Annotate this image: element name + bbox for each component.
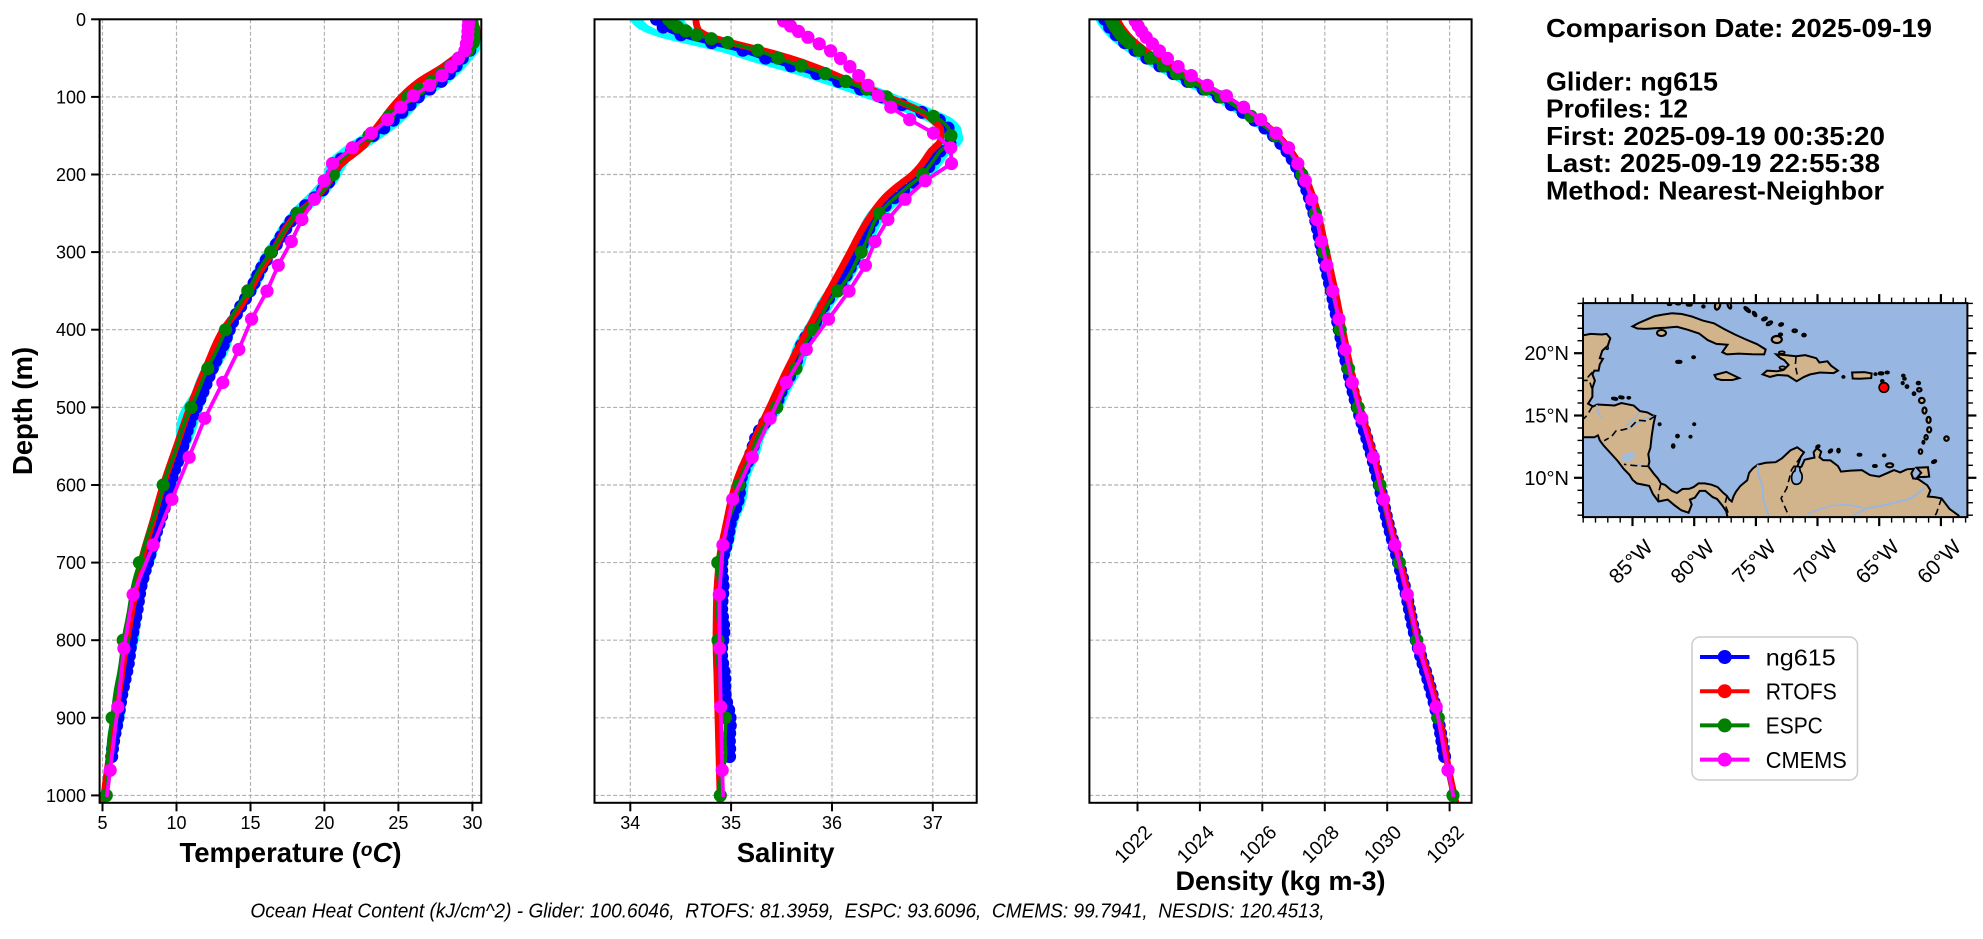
svg-text:5: 5: [97, 813, 107, 833]
svg-text:37: 37: [923, 813, 943, 833]
svg-text:20°N: 20°N: [1524, 343, 1569, 365]
svg-text:ESPC: ESPC: [1766, 713, 1823, 739]
svg-text:Profiles: 12: Profiles: 12: [1546, 94, 1688, 124]
svg-text:0: 0: [76, 10, 86, 30]
svg-text:200: 200: [56, 165, 86, 185]
svg-text:900: 900: [56, 708, 86, 728]
svg-text:ng615: ng615: [1766, 644, 1836, 670]
svg-text:15: 15: [240, 813, 260, 833]
svg-text:100: 100: [56, 87, 86, 107]
svg-text:10°N: 10°N: [1524, 468, 1569, 490]
svg-text:First: 2025-09-19 00:35:20: First: 2025-09-19 00:35:20: [1546, 121, 1885, 151]
svg-text:Ocean Heat Content (kJ/cm^2) -: Ocean Heat Content (kJ/cm^2) - Glider: 1…: [250, 901, 1324, 923]
svg-text:Depth (m): Depth (m): [7, 347, 38, 475]
svg-text:600: 600: [56, 476, 86, 496]
svg-text:Last: 2025-09-19 22:55:38: Last: 2025-09-19 22:55:38: [1546, 148, 1880, 178]
svg-text:Method: Nearest-Neighbor: Method: Nearest-Neighbor: [1546, 175, 1884, 205]
svg-text:20: 20: [314, 813, 334, 833]
svg-text:CMEMS: CMEMS: [1766, 747, 1847, 773]
svg-text:35: 35: [721, 813, 741, 833]
svg-text:800: 800: [56, 631, 86, 651]
svg-text:15°N: 15°N: [1524, 406, 1569, 428]
svg-text:Comparison Date: 2025-09-19: Comparison Date: 2025-09-19: [1546, 13, 1932, 43]
svg-text:10: 10: [166, 813, 186, 833]
svg-text:Salinity: Salinity: [737, 837, 836, 868]
svg-text:36: 36: [822, 813, 842, 833]
svg-text:300: 300: [56, 243, 86, 263]
svg-text:Temperature (oC): Temperature (oC): [180, 837, 402, 868]
svg-text:500: 500: [56, 398, 86, 418]
svg-text:RTOFS: RTOFS: [1766, 679, 1837, 705]
svg-text:700: 700: [56, 553, 86, 573]
svg-text:30: 30: [462, 813, 482, 833]
svg-text:34: 34: [620, 813, 640, 833]
svg-text:25: 25: [388, 813, 408, 833]
svg-text:1000: 1000: [46, 786, 86, 806]
svg-text:Density (kg m-3): Density (kg m-3): [1176, 866, 1386, 896]
svg-text:Glider: ng615: Glider: ng615: [1546, 67, 1718, 97]
svg-text:400: 400: [56, 320, 86, 340]
